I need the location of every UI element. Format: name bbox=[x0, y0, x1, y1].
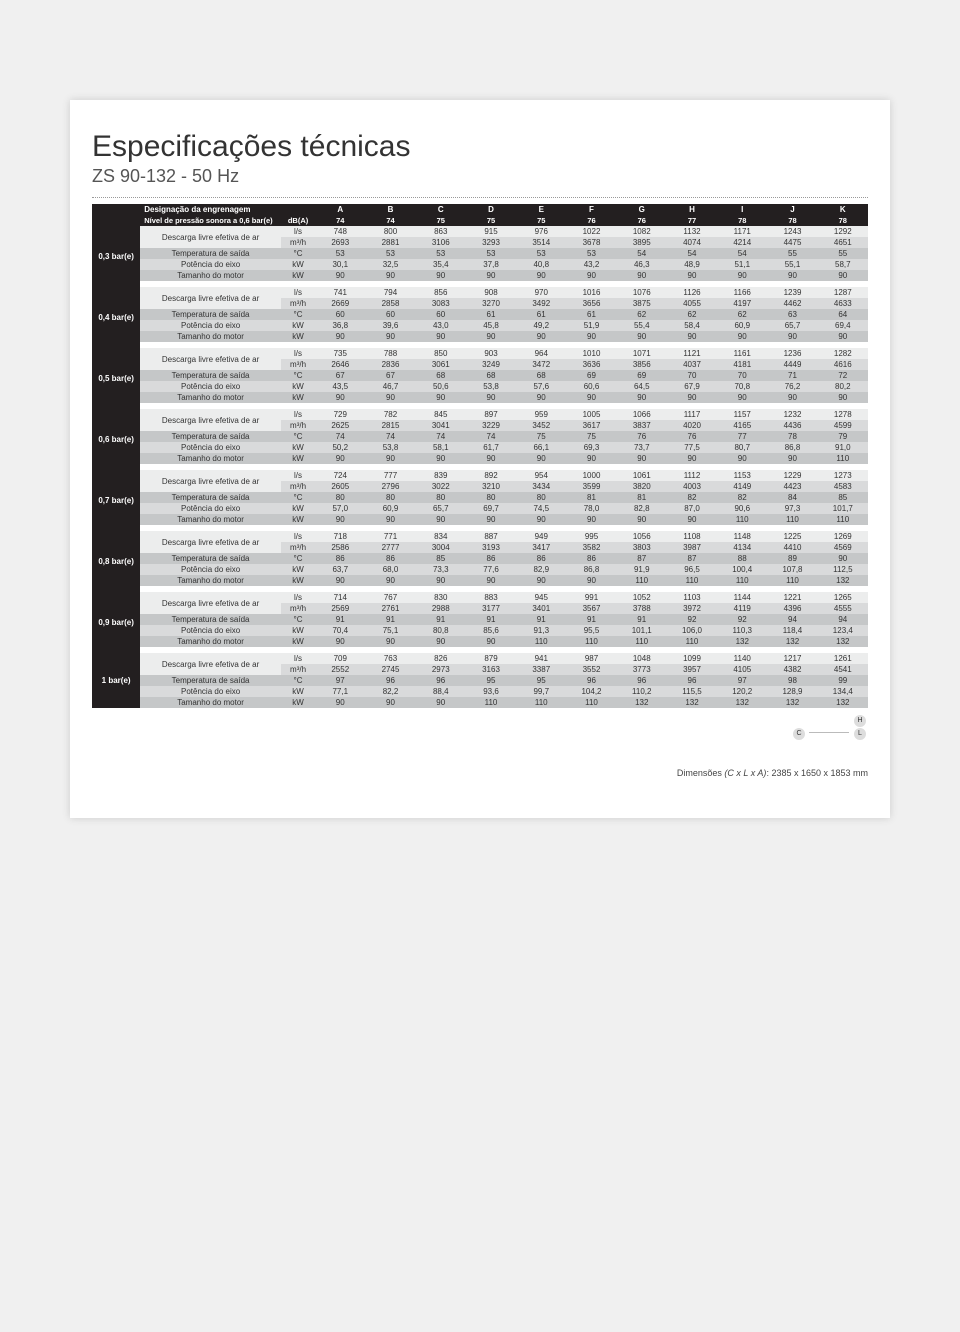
motor-row: Tamanho do motorkW9090909090909090909011… bbox=[92, 453, 868, 464]
shaft-row: Potência do eixokW63,768,073,377,682,986… bbox=[92, 564, 868, 575]
dim-h-label: H bbox=[854, 715, 866, 727]
fad-ls-row: 1 bar(e)Descarga livre efetiva de arl/s7… bbox=[92, 653, 868, 664]
shaft-row: Potência do eixokW57,060,965,769,774,578… bbox=[92, 503, 868, 514]
temp-row: Temperatura de saída°C979696959596969697… bbox=[92, 675, 868, 686]
divider bbox=[92, 197, 868, 198]
shaft-row: Potência do eixokW50,253,858,161,766,169… bbox=[92, 442, 868, 453]
dimension-diagram: H C L bbox=[92, 714, 868, 740]
fad-ls-row: 0,8 bar(e)Descarga livre efetiva de arl/… bbox=[92, 531, 868, 542]
temp-row: Temperatura de saída°C919191919191919292… bbox=[92, 614, 868, 625]
fad-ls-row: 0,5 bar(e)Descarga livre efetiva de arl/… bbox=[92, 348, 868, 359]
spec-page: Especificações técnicas ZS 90-132 - 50 H… bbox=[70, 100, 890, 818]
motor-row: Tamanho do motorkW9090909090909090909090 bbox=[92, 331, 868, 342]
fad-ls-row: 0,6 bar(e)Descarga livre efetiva de arl/… bbox=[92, 409, 868, 420]
temp-row: Temperatura de saída°C535353535353545454… bbox=[92, 248, 868, 259]
motor-row: Tamanho do motorkW9090909011011011011013… bbox=[92, 636, 868, 647]
noise-row: Nível de pressão sonora a 0,6 bar(e)dB(A… bbox=[92, 215, 868, 226]
shaft-row: Potência do eixokW43,546,750,653,857,660… bbox=[92, 381, 868, 392]
fad-ls-row: 0,7 bar(e)Descarga livre efetiva de arl/… bbox=[92, 470, 868, 481]
temp-row: Temperatura de saída°C606060616161626262… bbox=[92, 309, 868, 320]
temp-row: Temperatura de saída°C747474747575767677… bbox=[92, 431, 868, 442]
page-subtitle: ZS 90-132 - 50 Hz bbox=[92, 166, 868, 187]
temp-row: Temperatura de saída°C868685868686878788… bbox=[92, 553, 868, 564]
temp-row: Temperatura de saída°C808080808081818282… bbox=[92, 492, 868, 503]
shaft-row: Potência do eixokW70,475,180,885,691,395… bbox=[92, 625, 868, 636]
shaft-row: Potência do eixokW30,132,535,437,840,843… bbox=[92, 259, 868, 270]
dim-l-label: L bbox=[854, 728, 866, 740]
fad-ls-row: 0,4 bar(e)Descarga livre efetiva de arl/… bbox=[92, 287, 868, 298]
page-title: Especificações técnicas bbox=[92, 130, 868, 164]
fad-ls-row: 0,9 bar(e)Descarga livre efetiva de arl/… bbox=[92, 592, 868, 603]
motor-row: Tamanho do motorkW9090901101101101321321… bbox=[92, 697, 868, 708]
motor-row: Tamanho do motorkW9090909090909090110110… bbox=[92, 514, 868, 525]
dim-c-label: C bbox=[793, 728, 805, 740]
motor-row: Tamanho do motorkW9090909090909090909090 bbox=[92, 270, 868, 281]
dimensions-text: Dimensões (C x L x A): 2385 x 1650 x 185… bbox=[92, 768, 868, 778]
fad-ls-row: 0,3 bar(e)Descarga livre efetiva de arl/… bbox=[92, 226, 868, 237]
motor-row: Tamanho do motorkW9090909090901101101101… bbox=[92, 575, 868, 586]
shaft-row: Potência do eixokW77,182,288,493,699,710… bbox=[92, 686, 868, 697]
temp-row: Temperatura de saída°C676768686869697070… bbox=[92, 370, 868, 381]
header-row: Designação da engrenagemABCDEFGHIJK bbox=[92, 204, 868, 215]
motor-row: Tamanho do motorkW9090909090909090909090 bbox=[92, 392, 868, 403]
spec-table: Designação da engrenagemABCDEFGHIJKNível… bbox=[92, 204, 868, 708]
shaft-row: Potência do eixokW36,839,643,045,849,251… bbox=[92, 320, 868, 331]
